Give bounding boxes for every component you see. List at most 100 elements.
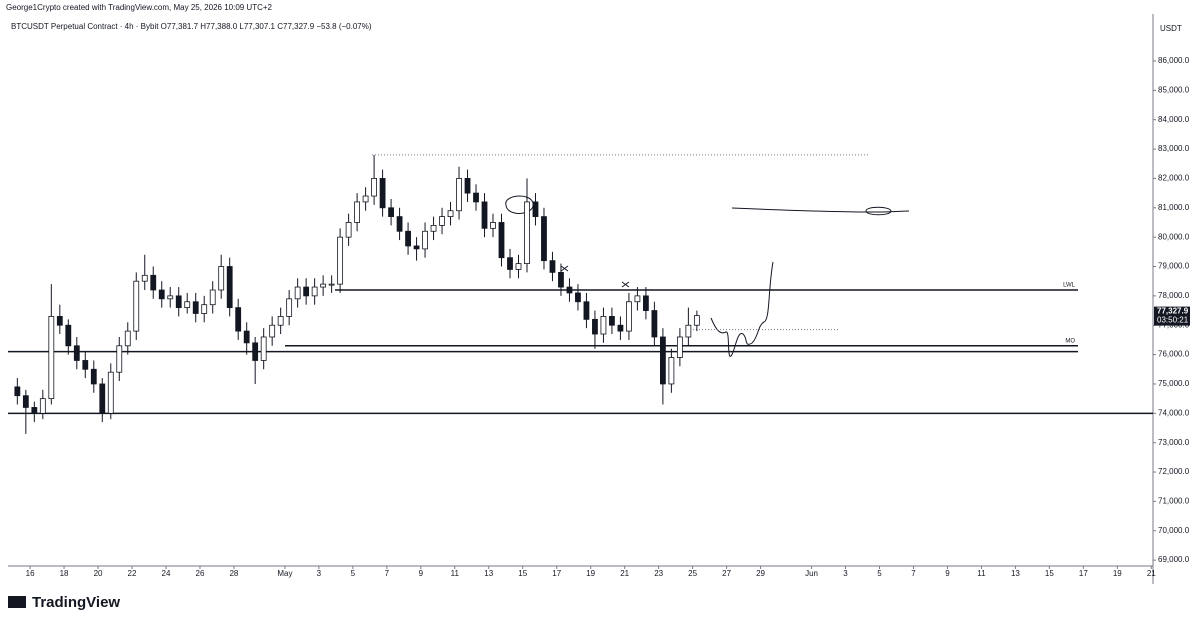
x-tick-label: 26 [196,569,205,578]
candle-body [379,178,386,209]
y-tick-label: 84,000.0 [1158,115,1190,124]
y-tick-label: 78,000.0 [1158,291,1190,300]
candle-body [209,289,216,306]
y-tick-label: 86,000.0 [1158,56,1190,65]
y-tick-label: 69,000.0 [1158,555,1190,564]
x-tick-label: 25 [688,569,697,578]
candle-body [659,336,666,385]
x-tick-label: 20 [94,569,103,578]
y-tick-label: 76,000.0 [1158,350,1190,359]
x-tick-label: 27 [722,569,731,578]
candle-body [575,292,581,303]
candle-body [388,207,394,217]
x-tick-label: 3 [843,569,848,578]
logo: TradingView [32,594,120,611]
x-tick-label: 19 [586,569,595,578]
candle-body [456,178,462,212]
x-tick-label: 7 [911,569,916,578]
candle-body [600,316,607,335]
x-marks [560,265,630,288]
candle-body [124,330,131,347]
candle-body [48,316,55,400]
y-tick-label: 72,000.0 [1158,467,1190,476]
price-tag [1154,306,1190,326]
countdown: 03:50:21 [1157,316,1189,325]
candle-body [549,260,556,273]
symbol-line: BTCUSDT Perpetual Contract · 4h · Bybit … [11,22,372,31]
x-tick-label: 5 [877,569,882,578]
y-tick-label: 79,000.0 [1158,262,1190,271]
candle-body [328,283,335,286]
candle-body [609,316,615,326]
x-tick-label: 23 [654,569,663,578]
logo-icon [8,596,26,608]
candle-body [413,245,420,250]
candle-body [337,236,344,285]
candle-body [490,222,496,229]
projection-path [710,261,774,357]
candle-body [269,324,276,338]
candle-body [439,216,445,226]
price-tag-label: 77,327.9 [1157,307,1189,316]
y-tick-label: 74,000.0 [1158,408,1190,417]
y-tick-label: 81,000.0 [1158,203,1190,212]
candle-body [65,324,72,347]
candle-body [252,342,259,361]
candle-body [82,360,89,370]
currency: USDT [1160,24,1182,33]
y-tick-label: 85,000.0 [1158,85,1190,94]
candle-body [90,368,97,385]
candle-body [668,357,675,385]
x-tick-label: 19 [1113,569,1122,578]
x-tick-label: 9 [419,569,424,578]
x-tick-label: 11 [451,569,460,578]
x-tick-label: 21 [620,569,629,578]
x-tick-label: 28 [229,569,238,578]
level-label: MO [1065,338,1075,344]
candle-body [14,386,21,397]
x-tick-label: 15 [1045,569,1054,578]
candle-body [481,201,488,229]
x-tick-label: 17 [552,569,561,578]
x-tick-label: 15 [518,569,527,578]
level-label: LWL [1063,283,1076,289]
candle-body [405,230,411,247]
candle-body [643,295,649,311]
candle-body [362,195,369,203]
x-tick-label: 13 [1011,569,1020,578]
candle-body [473,192,479,203]
candle-body [133,280,140,332]
y-tick-label: 83,000.0 [1158,144,1190,153]
candle-body [422,230,428,250]
x-tick-label: 13 [484,569,493,578]
x-tick-label: 29 [756,569,765,578]
candle-body [150,274,157,291]
candle-body [464,178,471,194]
candle-body [56,316,63,326]
candle-body [498,222,505,259]
x-tick-label: 18 [60,569,69,578]
x-tick-label: 21 [1147,569,1156,578]
candle-body [617,324,624,332]
candle-body [592,318,598,335]
x-tick-label: 24 [162,569,171,578]
x-tick-label: Jun [805,569,818,578]
candle-body [243,330,250,344]
candle-body [311,286,318,297]
y-tick-label: 82,000.0 [1158,174,1190,183]
candle-body [184,301,191,309]
y-tick-label: 75,000.0 [1158,379,1190,388]
candle-body [583,301,590,320]
candle-body [447,210,454,217]
candle-body [286,298,293,317]
y-tick-label: 80,000.0 [1158,232,1190,241]
candle-body [294,286,301,300]
candle-body [277,316,284,326]
candle-body [566,286,573,294]
candle-body [507,257,513,270]
candle-body [31,407,38,414]
candle-body [634,295,641,303]
candle-body [651,310,658,338]
candle-body [626,301,632,332]
